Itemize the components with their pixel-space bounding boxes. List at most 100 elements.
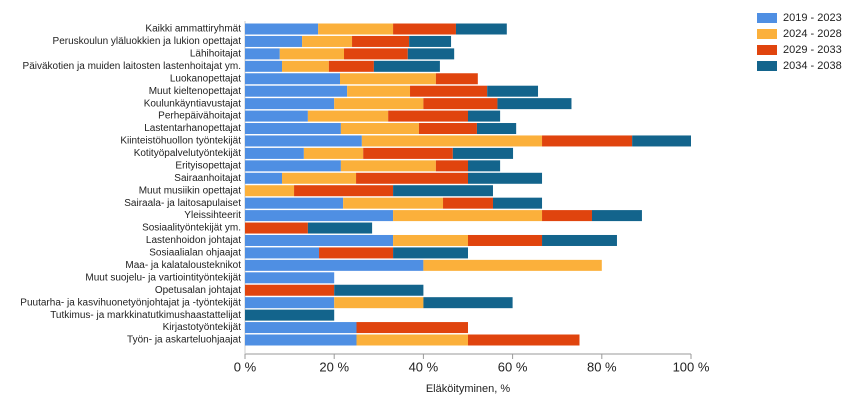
bar-segment [245, 272, 335, 284]
bar-segment [340, 160, 436, 172]
bar-segment [393, 234, 468, 246]
y-tick-label: Muut musiikin opettajat [139, 185, 241, 196]
bar-segment [279, 48, 345, 60]
bar-segment [245, 197, 344, 209]
x-tick-label: 0 % [234, 359, 257, 374]
bar-segment [407, 48, 455, 60]
y-tick-label: Sosiaalityöntekijät ym. [142, 223, 241, 234]
y-tick-label: Perhepäivähoitajat [158, 111, 241, 122]
y-tick-label: Luokanopettajat [170, 73, 241, 84]
bar-segment [423, 259, 602, 271]
x-tick-label: 20 % [319, 359, 349, 374]
bar-segment [328, 60, 374, 72]
x-tick-label: 40 % [409, 359, 439, 374]
bar-segment [591, 210, 642, 222]
bar-segment [356, 322, 468, 334]
bar-segment [282, 60, 329, 72]
bar-segment [245, 185, 295, 197]
legend-label: 2034 - 2038 [783, 60, 842, 72]
bar-segment [245, 98, 335, 110]
x-tick-label: 100 % [673, 359, 710, 374]
bar-segment [245, 259, 424, 271]
x-tick-label: 80 % [587, 359, 617, 374]
bar-segment [409, 35, 452, 47]
bar-segment [339, 73, 436, 85]
y-tick-label: Opetusalan johtajat [155, 285, 241, 296]
bar-segment [245, 135, 362, 147]
bar-segment [344, 48, 408, 60]
bar-segment [307, 222, 373, 234]
y-tick-label: Muut suojelu- ja vartiointityöntekijät [85, 272, 241, 283]
bar-segment [352, 35, 410, 47]
bar-segment [245, 85, 348, 97]
legend-label: 2019 - 2023 [783, 12, 842, 24]
bar-segment [361, 135, 543, 147]
bar-segment [542, 135, 633, 147]
bar-segment [334, 284, 424, 296]
bar-segment [423, 98, 498, 110]
bar-segment [307, 110, 389, 122]
bar-segment [435, 73, 478, 85]
bar-segment [435, 160, 468, 172]
y-tick-label: Tutkimus- ja markkinatutkimushaastatteli… [50, 310, 241, 321]
x-tick-label: 60 % [498, 359, 528, 374]
bar-segment [476, 123, 517, 135]
bar-segment [245, 284, 335, 296]
bar-segment [542, 210, 592, 222]
bar-segment [393, 247, 468, 259]
y-tick-label: Lastenhoidon johtajat [146, 235, 241, 246]
y-tick-label: Lähihoitajat [190, 49, 241, 60]
bar-segment [245, 35, 303, 47]
y-tick-label: Kotityöpalvelutyöntekijät [134, 148, 242, 159]
bar-segment [468, 160, 501, 172]
bar-segment [245, 210, 394, 222]
y-tick-label: Maa- ja kalatalousteknikot [125, 260, 241, 271]
y-tick-label: Yleissihteerit [184, 210, 241, 221]
bar-segment [492, 197, 543, 209]
bar-segment [245, 222, 308, 234]
x-axis-title: Eläköityminen, % [426, 383, 511, 395]
bar-segment [245, 110, 308, 122]
y-tick-label: Lastentarhanopettajat [144, 123, 241, 134]
legend-swatch [757, 29, 777, 39]
bar-segment [347, 85, 411, 97]
legend-swatch [757, 13, 777, 23]
bar-segment [245, 147, 304, 159]
bar-segment [282, 172, 357, 184]
bar-segment [468, 334, 580, 346]
bar-segment [245, 172, 283, 184]
y-tick-label: Peruskoulun yläluokkien ja lukion opetta… [53, 36, 242, 47]
legend-swatch [757, 45, 777, 55]
bar-segment [373, 60, 440, 72]
bar-segment [245, 234, 394, 246]
bar-segment [632, 135, 691, 147]
y-tick-label: Koulunkäyntiavustajat [144, 98, 242, 109]
legend-label: 2024 - 2028 [783, 28, 842, 40]
y-tick-label: Sairaanhoitajat [174, 173, 241, 184]
bar-segment [245, 309, 335, 321]
bar-segment [302, 35, 353, 47]
bar-segment [356, 334, 468, 346]
bar-segment [343, 197, 444, 209]
bar-segment [245, 73, 340, 85]
bar-segment [423, 297, 513, 309]
bar-segment [443, 197, 493, 209]
legend-swatch [757, 61, 777, 71]
bar-segment [294, 185, 394, 197]
y-tick-label: Työn- ja askarteluohjaajat [127, 335, 241, 346]
y-tick-label: Muut kieltenopettajat [149, 86, 242, 97]
y-tick-label: Kiinteistöhuollon työntekijät [120, 136, 241, 147]
y-tick-label: Sairaala- ja laitosapulaiset [124, 198, 241, 209]
y-tick-label: Sosiaalialan ohjaajat [149, 248, 241, 259]
bar-segment [245, 48, 280, 60]
bar-segment [410, 85, 488, 97]
bar-segment [452, 147, 514, 159]
bar-segment [487, 85, 539, 97]
bar-segment [393, 23, 456, 35]
bar-segment [334, 297, 424, 309]
y-tick-label: Päiväkotien ja muiden laitosten lastenho… [23, 61, 241, 72]
bar-segment [468, 172, 543, 184]
bar-segment [318, 23, 394, 35]
bar-segment [245, 160, 341, 172]
